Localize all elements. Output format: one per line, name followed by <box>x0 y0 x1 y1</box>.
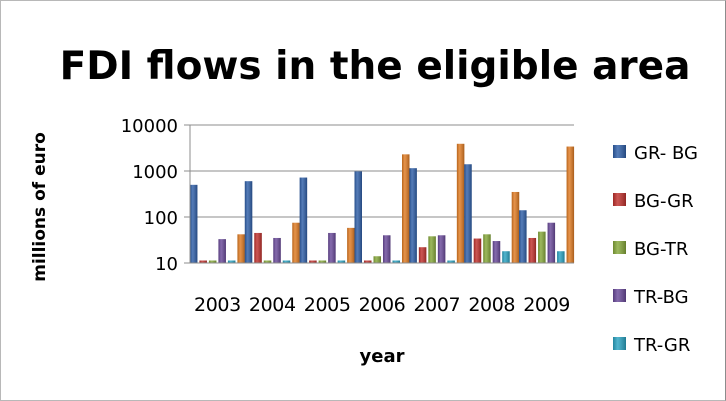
bar <box>392 260 400 263</box>
bar <box>208 260 217 263</box>
bar <box>244 181 253 263</box>
bar <box>199 260 207 263</box>
bar <box>237 234 245 263</box>
y-tick-label: 10 <box>155 254 178 275</box>
y-tick-label: 10000 <box>121 116 178 137</box>
x-tick-label: 2009 <box>523 294 570 316</box>
legend-item: GR- BG <box>613 143 698 164</box>
bar <box>299 177 308 263</box>
legend-label: GR- BG <box>634 143 698 164</box>
legend-label: TR-BG <box>633 287 689 308</box>
bar <box>557 251 565 263</box>
bar <box>447 260 455 263</box>
legend-label: BG-TR <box>634 239 688 260</box>
bar <box>473 238 482 263</box>
y-axis-label: millions of euro <box>30 132 50 282</box>
x-tick-label: 2003 <box>194 294 241 316</box>
bar <box>227 260 236 263</box>
bar <box>502 251 510 263</box>
legend: GR- BG BG-GR BG-TR TR-BG TR-GR <box>613 143 698 356</box>
legend-item: TR-BG <box>613 287 689 308</box>
bar <box>218 239 226 263</box>
bar <box>373 256 381 263</box>
x-axis-label: year <box>360 346 405 367</box>
legend-item: BG-GR <box>613 191 694 212</box>
legend-item: TR-GR <box>613 335 690 356</box>
bar <box>292 222 300 263</box>
bar <box>418 247 427 263</box>
bar <box>309 260 317 263</box>
bar <box>347 227 355 263</box>
bar <box>511 191 520 263</box>
bar <box>318 260 327 263</box>
bar <box>364 260 372 263</box>
bar <box>337 260 346 263</box>
x-tick-label: 2004 <box>249 294 296 316</box>
bar <box>383 235 391 263</box>
bar <box>456 143 465 263</box>
bars <box>189 143 575 263</box>
axes <box>189 125 574 264</box>
x-tick-label: 2005 <box>304 294 351 316</box>
bar <box>273 237 281 263</box>
bar <box>538 231 546 263</box>
bar <box>282 260 291 263</box>
bar <box>464 164 472 263</box>
legend-label: TR-GR <box>633 335 690 356</box>
bar <box>566 146 575 263</box>
bar <box>402 154 410 263</box>
y-axis-ticks: 10 100 1000 10000 <box>121 116 190 275</box>
y-tick-label: 100 <box>144 208 178 229</box>
bar <box>354 171 362 263</box>
x-tick-label: 2008 <box>468 294 515 316</box>
bar <box>519 210 527 263</box>
bar <box>547 222 556 263</box>
y-tick-label: 1000 <box>132 162 178 183</box>
bar <box>492 241 501 263</box>
bar <box>263 260 272 263</box>
bar <box>189 184 198 263</box>
bar <box>409 168 417 263</box>
bar <box>483 234 491 263</box>
chart-title: FDI flows in the eligible area <box>60 44 691 89</box>
bar <box>528 237 537 263</box>
x-axis-ticks: 2003 2004 2005 2006 2007 2008 2009 <box>194 294 570 316</box>
x-tick-label: 2006 <box>359 294 406 316</box>
bar <box>254 232 262 263</box>
bar <box>437 235 446 263</box>
legend-label: BG-GR <box>634 191 694 212</box>
legend-item: BG-TR <box>613 239 688 260</box>
x-tick-label: 2007 <box>413 294 460 316</box>
bar <box>328 232 336 263</box>
bar <box>428 236 436 263</box>
